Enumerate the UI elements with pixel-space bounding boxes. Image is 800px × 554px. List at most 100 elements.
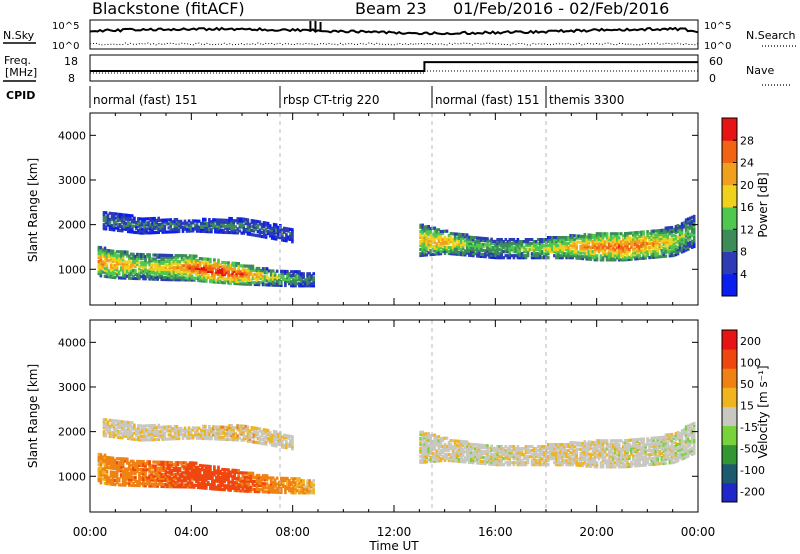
power-cell-0 bbox=[265, 275, 269, 279]
velocity-cell-2 bbox=[484, 462, 487, 466]
power-cell-2 bbox=[567, 246, 570, 250]
power-cell-2 bbox=[419, 223, 422, 227]
velocity-cell-0 bbox=[168, 483, 172, 487]
velocity-cell-0 bbox=[207, 474, 210, 478]
power-cell-2 bbox=[599, 246, 603, 250]
power-cell-2 bbox=[642, 234, 645, 238]
velocity-cell-0 bbox=[302, 489, 305, 493]
power-cell-2 bbox=[585, 251, 589, 255]
power-cell-0 bbox=[192, 266, 196, 270]
power-cell-2 bbox=[688, 232, 692, 236]
velocity-cell-0 bbox=[207, 464, 210, 468]
power-cell-2 bbox=[613, 242, 617, 246]
velocity-cell-0 bbox=[267, 476, 271, 480]
velocity-cell-0 bbox=[184, 477, 188, 481]
power-cell-2 bbox=[634, 241, 637, 245]
power-cell-2 bbox=[595, 234, 599, 238]
velocity-cell-0 bbox=[146, 482, 149, 486]
power-cell-1 bbox=[127, 229, 130, 234]
velocity-cell-1 bbox=[147, 428, 150, 432]
power-cell-2 bbox=[439, 244, 443, 248]
power-cell-2 bbox=[692, 236, 696, 241]
power-cell-2 bbox=[447, 233, 451, 237]
power-cell-0 bbox=[186, 262, 190, 266]
velocity-cell-0 bbox=[288, 481, 291, 485]
power-cell-2 bbox=[664, 244, 668, 248]
power-cell-0 bbox=[312, 284, 315, 288]
power-cell-2 bbox=[543, 246, 546, 250]
velocity-cell-1 bbox=[163, 431, 167, 435]
velocity-cell-2 bbox=[490, 458, 493, 462]
velocity-cell-2 bbox=[472, 453, 475, 457]
velocity-cell-1 bbox=[102, 418, 106, 422]
velocity-cell-1 bbox=[173, 435, 177, 439]
velocity-cell-0 bbox=[251, 473, 255, 477]
velocity-cell-0 bbox=[115, 477, 119, 481]
power-cell-2 bbox=[488, 255, 491, 259]
power-cell-2 bbox=[680, 238, 684, 242]
power-cell-0 bbox=[192, 278, 196, 282]
power-cell-1 bbox=[242, 229, 246, 233]
power-cell-0 bbox=[117, 270, 121, 274]
power-cell-0 bbox=[207, 263, 210, 267]
power-cell-0 bbox=[190, 268, 194, 272]
cpid-segment-label: themis 3300 bbox=[549, 93, 624, 107]
velocity-cell-0 bbox=[192, 473, 196, 477]
power-cell-0 bbox=[144, 263, 147, 267]
power-cell-0 bbox=[298, 284, 301, 288]
power-cell-0 bbox=[243, 264, 247, 268]
velocity-cell-1 bbox=[197, 434, 201, 438]
power-cell-1 bbox=[250, 233, 254, 237]
power-cell-0 bbox=[146, 269, 149, 273]
velocity-cell-1 bbox=[183, 426, 187, 430]
power-cell-1 bbox=[262, 233, 266, 237]
power-cell-2 bbox=[686, 243, 690, 247]
velocity-cell-1 bbox=[108, 428, 112, 432]
velocity-cell-1 bbox=[291, 443, 294, 447]
power-cell-2 bbox=[686, 219, 690, 223]
power-cell-2 bbox=[526, 244, 530, 248]
power-cell-2 bbox=[522, 256, 526, 260]
velocity-cell-0 bbox=[207, 480, 210, 484]
velocity-cell-0 bbox=[121, 475, 125, 479]
velocity-cell-1 bbox=[260, 431, 264, 435]
power-cell-1 bbox=[208, 220, 211, 224]
power-cell-2 bbox=[429, 244, 433, 249]
velocity-cell-0 bbox=[225, 472, 228, 476]
velocity-cell-2 bbox=[472, 451, 475, 455]
power-cell-0 bbox=[235, 263, 238, 268]
power-cell-2 bbox=[593, 258, 597, 262]
power-cell-1 bbox=[171, 222, 175, 226]
power-cell-2 bbox=[676, 248, 680, 252]
velocity-cell-0 bbox=[201, 480, 204, 484]
velocity-cell-2 bbox=[476, 449, 479, 453]
power-cell-0 bbox=[243, 268, 247, 272]
velocity-cell-1 bbox=[260, 441, 264, 446]
power-cell-0 bbox=[105, 258, 109, 263]
power-cell-1 bbox=[262, 221, 266, 225]
velocity-cell-0 bbox=[160, 482, 163, 486]
power-cell-1 bbox=[145, 229, 148, 233]
power-cell-2 bbox=[644, 248, 647, 252]
velocity-cell-0 bbox=[227, 468, 230, 472]
power-cell-2 bbox=[678, 229, 682, 233]
velocity-cell-2 bbox=[455, 459, 459, 463]
power-cell-2 bbox=[605, 240, 609, 244]
power-cell-1 bbox=[108, 227, 112, 231]
power-cell-0 bbox=[128, 258, 131, 262]
power-cell-0 bbox=[174, 266, 178, 270]
velocity-cell-0 bbox=[97, 462, 101, 467]
power-cell-2 bbox=[615, 240, 619, 244]
power-cell-1 bbox=[260, 222, 264, 226]
velocity-cell-0 bbox=[188, 483, 192, 487]
velocity-cell-1 bbox=[228, 429, 231, 434]
velocity-cell-1 bbox=[248, 439, 252, 443]
power-cell-0 bbox=[241, 280, 245, 284]
power-cell-0 bbox=[221, 266, 224, 271]
velocity-cell-1 bbox=[274, 432, 278, 436]
velocity-cell-1 bbox=[145, 434, 148, 438]
power-cell-2 bbox=[500, 250, 503, 254]
velocity-cell-0 bbox=[99, 469, 103, 473]
power-cell-2 bbox=[642, 256, 645, 260]
velocity-cell-2 bbox=[461, 460, 465, 464]
